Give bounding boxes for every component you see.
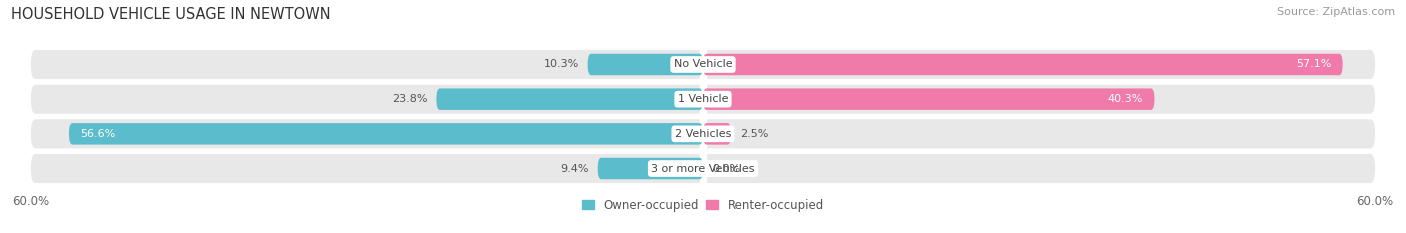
Text: 3 or more Vehicles: 3 or more Vehicles	[651, 164, 755, 174]
FancyBboxPatch shape	[703, 88, 1154, 110]
FancyBboxPatch shape	[703, 85, 1375, 114]
FancyBboxPatch shape	[703, 54, 1343, 75]
FancyBboxPatch shape	[31, 50, 703, 79]
FancyBboxPatch shape	[703, 123, 731, 145]
Text: No Vehicle: No Vehicle	[673, 59, 733, 69]
FancyBboxPatch shape	[31, 154, 703, 183]
FancyBboxPatch shape	[588, 54, 703, 75]
FancyBboxPatch shape	[69, 123, 703, 145]
Text: 10.3%: 10.3%	[543, 59, 579, 69]
Text: 1 Vehicle: 1 Vehicle	[678, 94, 728, 104]
Text: 56.6%: 56.6%	[80, 129, 115, 139]
Text: 57.1%: 57.1%	[1296, 59, 1331, 69]
Text: 2.5%: 2.5%	[740, 129, 768, 139]
FancyBboxPatch shape	[703, 50, 1375, 79]
Text: 2 Vehicles: 2 Vehicles	[675, 129, 731, 139]
FancyBboxPatch shape	[31, 119, 703, 148]
Legend: Owner-occupied, Renter-occupied: Owner-occupied, Renter-occupied	[582, 199, 824, 212]
Text: Source: ZipAtlas.com: Source: ZipAtlas.com	[1277, 7, 1395, 17]
Text: 0.0%: 0.0%	[711, 164, 740, 174]
FancyBboxPatch shape	[703, 154, 1375, 183]
FancyBboxPatch shape	[436, 88, 703, 110]
FancyBboxPatch shape	[703, 119, 1375, 148]
Text: 9.4%: 9.4%	[560, 164, 589, 174]
Text: 40.3%: 40.3%	[1108, 94, 1143, 104]
Text: HOUSEHOLD VEHICLE USAGE IN NEWTOWN: HOUSEHOLD VEHICLE USAGE IN NEWTOWN	[11, 7, 330, 22]
FancyBboxPatch shape	[31, 85, 703, 114]
FancyBboxPatch shape	[598, 158, 703, 179]
Text: 23.8%: 23.8%	[392, 94, 427, 104]
